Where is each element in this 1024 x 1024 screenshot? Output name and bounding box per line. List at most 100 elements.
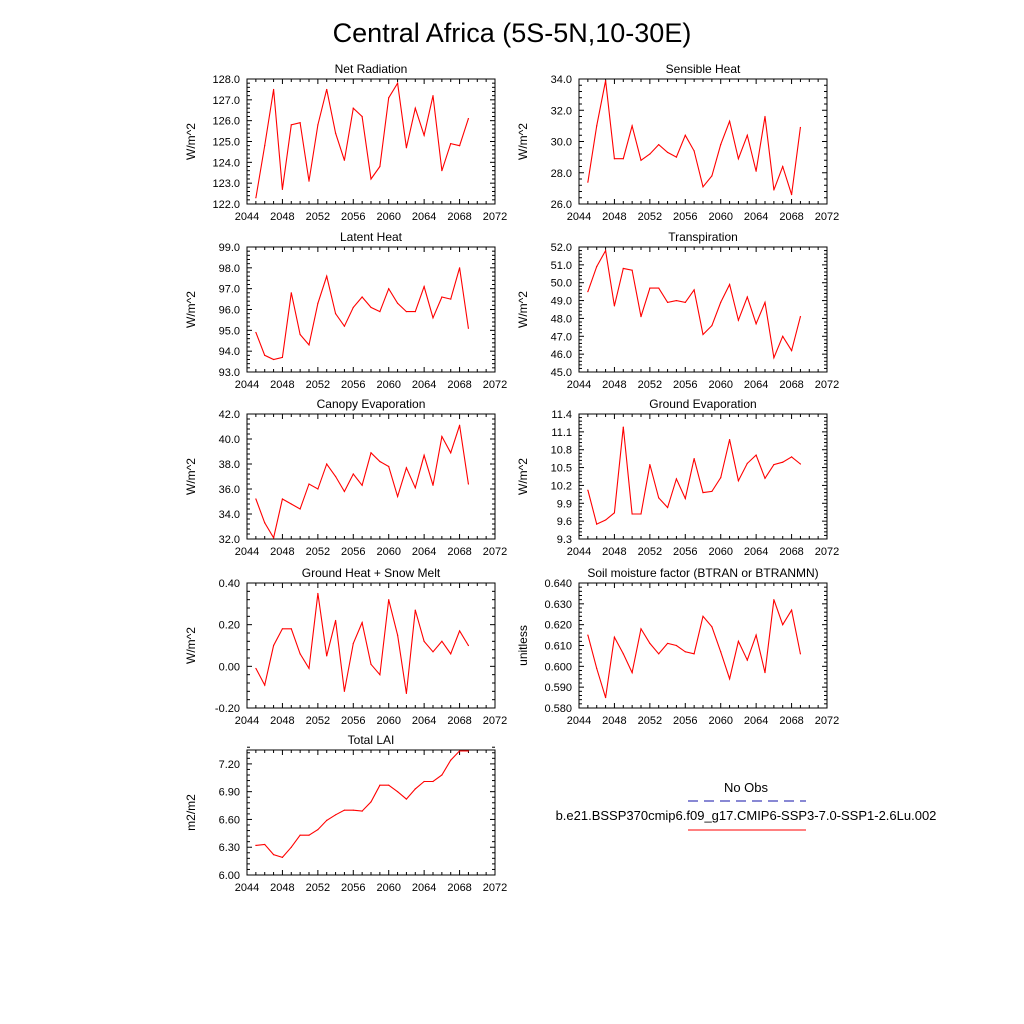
data-point [281,628,284,630]
data-point [782,335,784,337]
data-point [343,159,346,161]
legend: No Obs b.e21.BSSP370cmip6.f09_g17.CMIP6-… [556,780,936,831]
data-point [790,456,793,458]
data-point [290,846,292,848]
panel-title: Ground Evaporation [649,397,756,411]
data-point [693,150,695,152]
data-point [281,356,284,359]
x-tick-label: 2048 [602,715,626,727]
data-point [587,181,589,183]
y-tick-label: 127.0 [212,95,240,107]
x-tick-label: 2060 [376,379,400,391]
data-point [281,856,284,859]
data-point [396,302,399,304]
panel-transpiration: Transpiration W/m^2 2044 2048 2052 2056 2060 20… [516,230,839,391]
y-tick-label: 0.590 [544,682,572,694]
data-point [379,674,381,676]
data-point [702,186,704,188]
data-point [299,653,301,655]
data-point [728,283,731,286]
x-tick-label: 2056 [673,546,697,558]
data-point [649,642,651,645]
data-point [352,809,354,811]
series-line-ground-evaporation [587,427,801,525]
data-point [658,144,660,146]
y-tick-label: 6.00 [219,870,240,882]
data-point [396,495,399,498]
data-point [326,819,328,821]
data-point [423,640,425,642]
y-tick-label: -0.20 [215,703,240,715]
data-point [352,306,354,309]
series-line-net-radiation [255,81,469,198]
data-point [799,126,802,129]
x-tick-label: 2052 [638,379,662,391]
data-point [764,115,766,118]
data-point [790,609,793,611]
y-axis-label: m2/m2 [184,794,198,831]
data-point [264,522,266,524]
data-point [675,299,678,302]
data-point [352,473,354,475]
x-tick-label: 2060 [708,379,732,391]
x-tick-label: 2052 [306,211,330,223]
x-tick-label: 2044 [235,546,259,558]
data-point [720,651,722,653]
data-point [450,142,452,145]
data-point [441,296,443,298]
data-point [414,310,416,313]
data-point [326,655,328,657]
series-line-total-lai [255,750,469,859]
y-tick-label: 7.20 [219,759,240,771]
x-tick-label: 2064 [412,715,436,727]
data-point [326,463,328,465]
data-point [264,843,266,846]
y-tick-label: 26.0 [551,199,572,211]
data-point [272,854,275,856]
data-point [658,497,660,499]
data-point [255,331,257,334]
data-point [720,301,722,303]
data-point [773,463,775,466]
series-line-transpiration [587,248,801,360]
y-tick-label: 52.0 [551,242,572,254]
y-tick-label: 128.0 [212,74,240,86]
panel-title: Net Radiation [335,62,408,76]
y-axis-label: W/m^2 [184,123,198,160]
x-tick-label: 2068 [447,882,471,894]
y-tick-label: 45.0 [551,367,572,379]
x-tick-label: 2056 [673,211,697,223]
x-tick-label: 2048 [270,379,294,391]
data-point [640,628,642,630]
y-tick-label: 40.0 [219,434,240,446]
x-tick-label: 2072 [815,546,839,558]
data-point [352,107,354,109]
x-tick-label: 2044 [235,715,259,727]
data-point [458,750,461,752]
x-tick-label: 2048 [602,379,626,391]
data-point [405,147,408,149]
data-point [631,269,633,271]
panel-title: Soil moisture factor (BTRAN or BTRANMN) [587,566,818,580]
data-point [587,291,589,293]
y-tick-label: 123.0 [212,178,240,190]
y-tick-label: 49.0 [551,296,572,308]
y-tick-label: 32.0 [219,534,240,546]
y-axis-label: W/m^2 [184,291,198,328]
data-point [458,145,461,147]
data-point [631,671,633,674]
data-point [308,180,310,182]
data-point [728,438,731,441]
x-tick-label: 2044 [235,882,259,894]
y-tick-label: 94.0 [219,346,240,358]
data-point [755,634,757,636]
y-tick-label: 9.6 [557,516,572,528]
data-point [388,288,390,290]
data-point [264,145,266,147]
data-point [255,844,257,846]
x-tick-label: 2044 [235,211,259,223]
data-point [467,644,470,647]
data-point [290,292,292,294]
series-line-canopy-evaporation [255,425,469,540]
y-tick-label: 0.640 [544,578,572,590]
